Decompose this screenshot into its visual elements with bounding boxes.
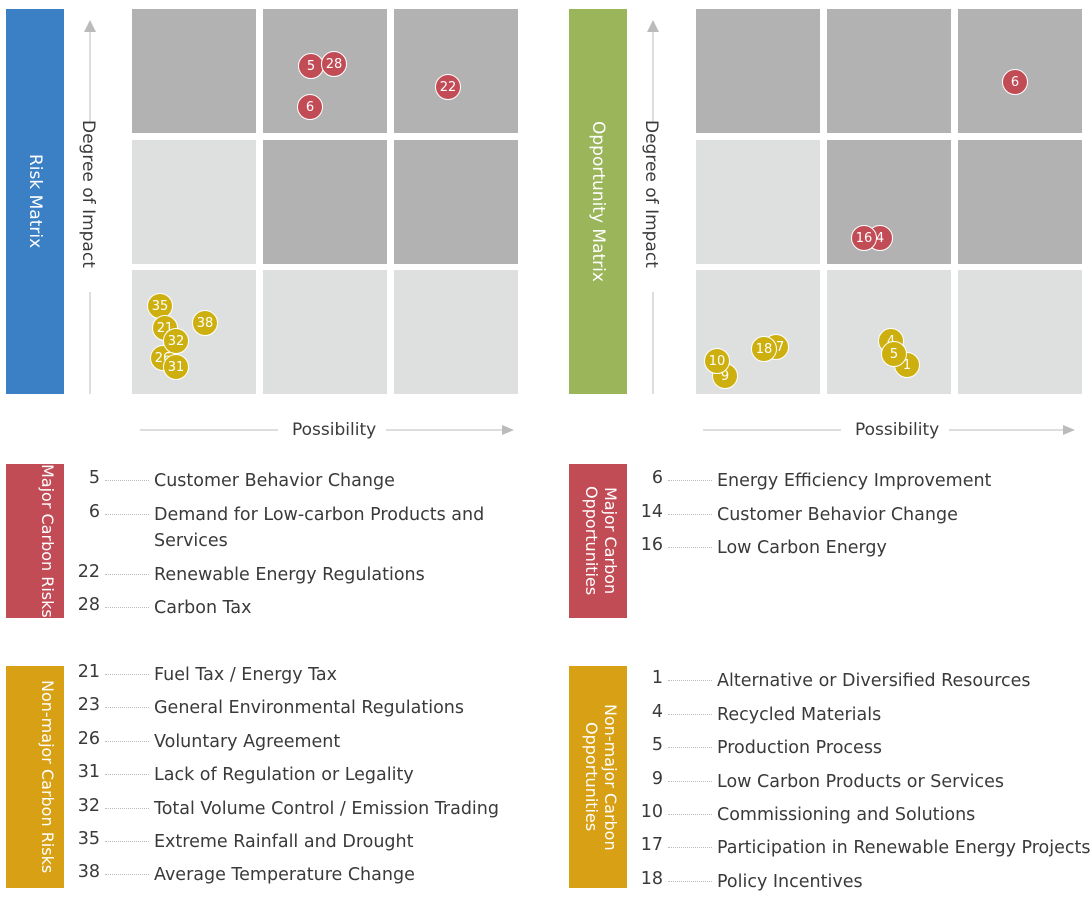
nonmajor-carbon-opportunities-title: Non-major Carbon Opportunities bbox=[581, 703, 620, 851]
major-carbon-opportunities-title: Major Carbon Opportunities bbox=[581, 486, 620, 596]
opportunity-point: 16 bbox=[851, 225, 877, 251]
risk-matrix-title: Risk Matrix bbox=[25, 154, 46, 249]
risk-x-axis-label: Possibility bbox=[292, 420, 377, 440]
risk-x-axis-arrow bbox=[140, 425, 514, 435]
risk-point: 28 bbox=[321, 51, 347, 77]
opportunity-matrix-title: Opportunity Matrix bbox=[588, 121, 609, 282]
opp-y-axis-arrow bbox=[647, 20, 659, 394]
opportunity-matrix-bar: Opportunity Matrix bbox=[569, 9, 627, 394]
nonmajor-carbon-risks-title: Non-major Carbon Risks bbox=[38, 680, 57, 874]
opportunity-point: 6 bbox=[1002, 69, 1028, 95]
opportunity-point: 10 bbox=[704, 348, 730, 374]
opportunity-point: 5 bbox=[881, 341, 907, 367]
risk-point: 6 bbox=[297, 94, 323, 120]
opp-x-axis-arrow bbox=[703, 425, 1075, 435]
risk-point: 31 bbox=[163, 354, 189, 380]
major-carbon-risks-title: Major Carbon Risks bbox=[38, 464, 57, 618]
opp-x-axis-label: Possibility bbox=[855, 420, 940, 440]
risk-y-axis-arrow bbox=[84, 20, 96, 394]
opportunity-point: 18 bbox=[751, 336, 777, 362]
risk-point: 35 bbox=[147, 293, 173, 319]
nonmajor-carbon-risks-bar: Non-major Carbon Risks bbox=[6, 666, 64, 888]
risk-point: 22 bbox=[435, 74, 461, 100]
risk-point: 5 bbox=[298, 53, 324, 79]
risk-point: 38 bbox=[192, 310, 218, 336]
opp-y-axis-label: Degree of Impact bbox=[641, 120, 661, 268]
risk-y-axis-label: Degree of Impact bbox=[78, 120, 98, 268]
major-carbon-opportunities-bar: Major Carbon Opportunities bbox=[569, 464, 627, 618]
major-carbon-risks-bar: Major Carbon Risks bbox=[6, 464, 64, 618]
nonmajor-carbon-opportunities-bar: Non-major Carbon Opportunities bbox=[569, 666, 627, 888]
risk-matrix-bar: Risk Matrix bbox=[6, 9, 64, 394]
risk-point: 32 bbox=[163, 328, 189, 354]
